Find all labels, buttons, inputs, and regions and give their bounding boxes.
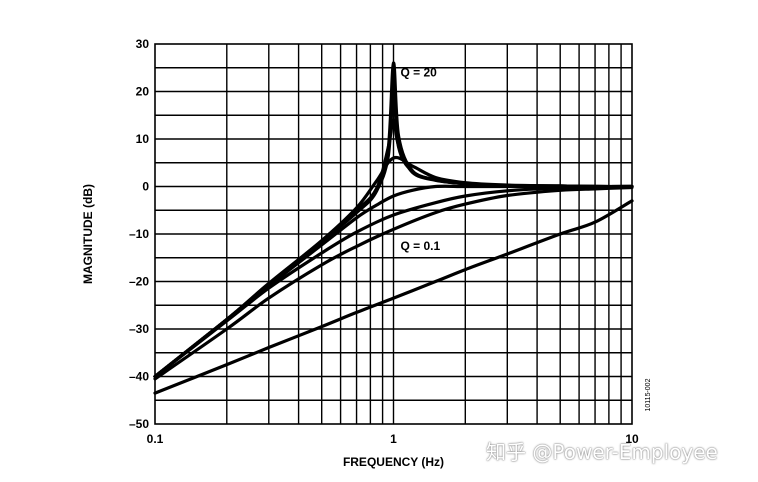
response-curve-q-0-707	[153, 184, 634, 379]
response-curve-q-0-5	[153, 185, 634, 379]
plot-frame	[154, 43, 633, 425]
figure-id: 10115-002	[645, 378, 652, 411]
y-tick-label: –30	[129, 322, 149, 336]
y-tick-label: –20	[129, 275, 149, 289]
x-tick-label: 0.1	[147, 432, 164, 446]
response-curve-q-0-35	[153, 185, 634, 381]
y-tick-label: 30	[136, 37, 150, 51]
x-axis-title: FREQUENCY (Hz)	[343, 455, 444, 469]
x-tick-labels: 0.1 1 10	[147, 432, 639, 446]
y-tick-label: –40	[129, 370, 149, 384]
watermark: 知乎 @Power-Employee	[486, 440, 718, 464]
x-tick-label: 10	[625, 432, 639, 446]
y-tick-label: 20	[136, 85, 150, 99]
curves	[153, 61, 634, 395]
y-tick-label: 10	[136, 132, 150, 146]
annotation-label: Q = 20	[401, 66, 438, 80]
annotation-label: Q = 0.1	[401, 239, 441, 253]
y-tick-labels: 30 20 10 0 –10 –20 –30 –40 –50	[129, 37, 149, 431]
annotations: Q = 20 Q = 0.1	[401, 66, 441, 253]
y-tick-label: –50	[129, 417, 149, 431]
response-curve-q-0-1	[153, 199, 634, 395]
grid	[155, 44, 632, 424]
y-axis-title: MAGNITUDE (dB)	[81, 184, 95, 284]
y-tick-label: –10	[129, 227, 149, 241]
x-tick-label: 1	[390, 432, 397, 446]
y-tick-label: 0	[142, 180, 149, 194]
